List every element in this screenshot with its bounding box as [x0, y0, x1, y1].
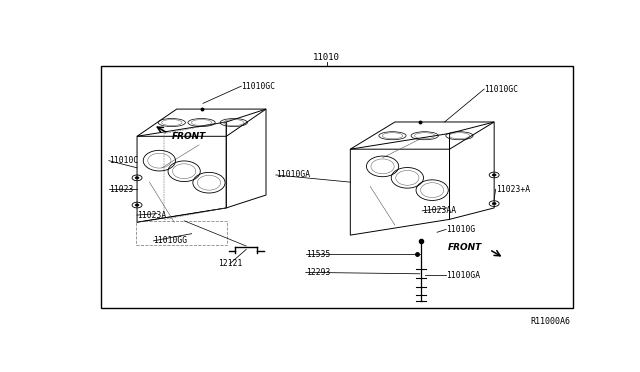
Text: 12293: 12293: [306, 268, 330, 277]
Text: 11010GC: 11010GC: [484, 84, 518, 93]
Text: 11010GA: 11010GA: [276, 170, 310, 179]
Text: R11000A6: R11000A6: [530, 317, 570, 326]
Text: 11023A: 11023A: [137, 211, 166, 219]
Text: 11010GC: 11010GC: [241, 82, 275, 91]
Text: 11535: 11535: [306, 250, 330, 259]
Text: 11023: 11023: [109, 185, 133, 194]
Text: 11010: 11010: [313, 53, 340, 62]
Text: 11010GG: 11010GG: [154, 236, 188, 246]
Text: 12121: 12121: [218, 259, 242, 268]
Bar: [136, 221, 227, 245]
Circle shape: [135, 204, 139, 206]
Circle shape: [492, 202, 496, 205]
Text: 11023AA: 11023AA: [422, 206, 456, 215]
Text: 11010GA: 11010GA: [446, 271, 480, 280]
Text: 11010G: 11010G: [446, 225, 476, 234]
Text: FRONT: FRONT: [447, 243, 482, 252]
Circle shape: [492, 174, 496, 176]
Circle shape: [135, 177, 139, 179]
Bar: [101, 66, 573, 308]
Text: 11023+A: 11023+A: [495, 185, 530, 194]
Text: 11010C: 11010C: [109, 156, 138, 165]
Text: FRONT: FRONT: [172, 132, 206, 141]
